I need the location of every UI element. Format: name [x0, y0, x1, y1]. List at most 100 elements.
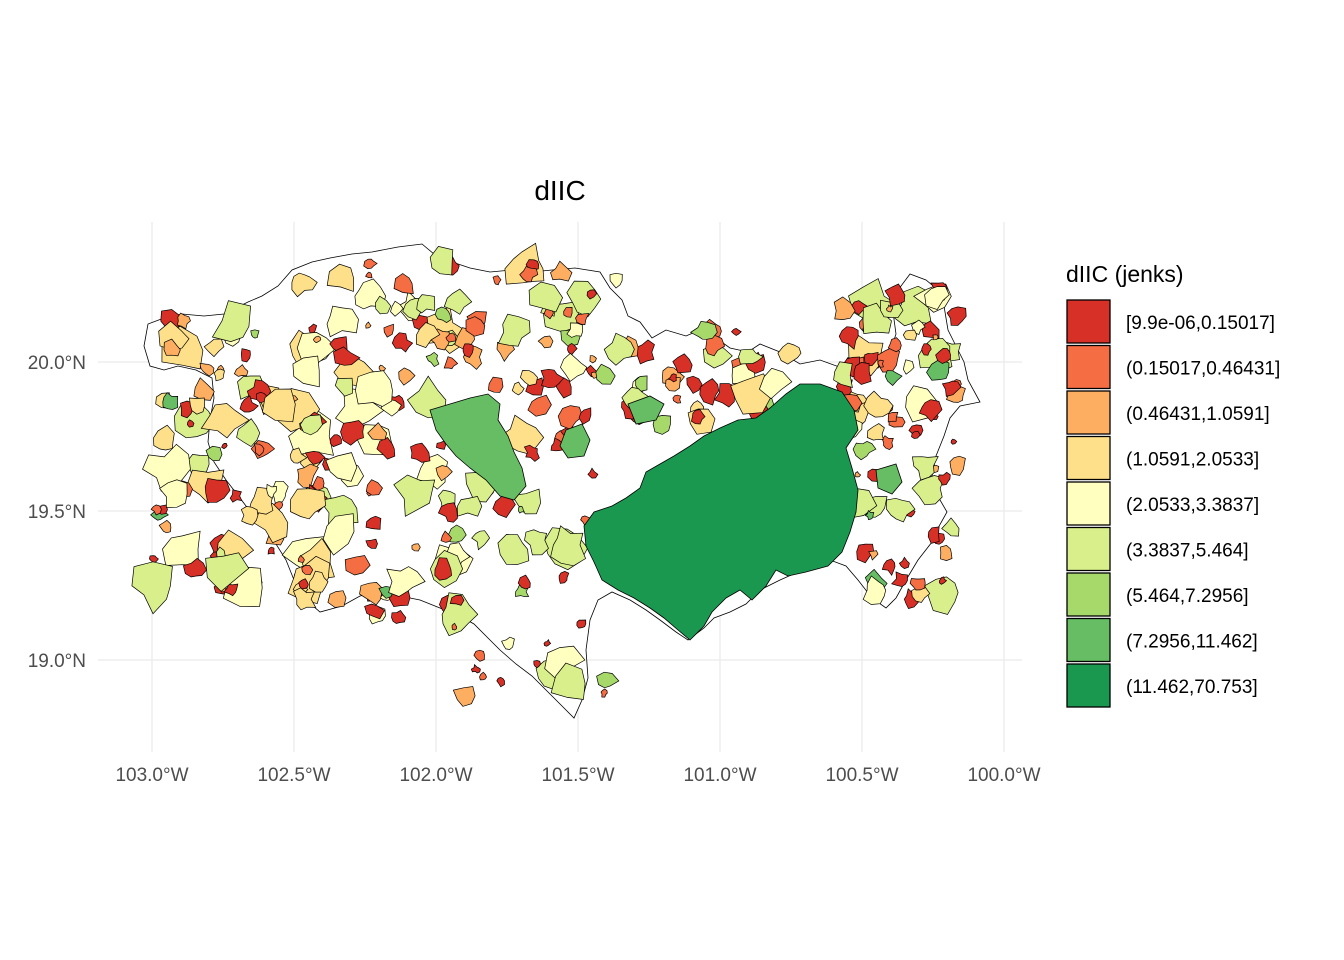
habitat-patch — [163, 338, 181, 357]
x-tick-label: 100.0°W — [967, 765, 1040, 786]
habitat-patch — [918, 399, 943, 423]
habitat-patch — [236, 418, 261, 448]
habitat-patch — [567, 342, 578, 355]
habitat-patch — [938, 471, 951, 486]
habitat-patch — [496, 677, 505, 688]
habitat-patch — [856, 543, 875, 564]
patch-class-8-d — [875, 463, 903, 495]
habitat-patch — [473, 649, 485, 662]
habitat-patch — [298, 578, 309, 590]
x-axis-labels: 103.0°W 102.5°W 102.0°W 101.5°W 101.0°W 100.5… — [115, 765, 1040, 786]
habitat-patch — [838, 326, 859, 350]
habitat-patch — [203, 338, 225, 358]
habitat-patch — [596, 671, 620, 689]
habitat-patch — [239, 395, 259, 413]
habitat-patch — [517, 574, 531, 590]
habitat-patch — [159, 479, 188, 508]
habitat-patch — [557, 405, 584, 430]
habitat-patch — [868, 550, 879, 561]
habitat-patch — [652, 415, 671, 435]
habitat-patch — [297, 554, 305, 563]
habitat-patch — [221, 443, 228, 450]
habitat-patch — [705, 334, 726, 357]
habitat-patch — [309, 570, 329, 593]
habitat-patch — [533, 660, 541, 669]
habitat-patch — [882, 435, 894, 451]
habitat-patch — [777, 342, 802, 365]
habitat-patch — [390, 300, 404, 317]
habitat-patch — [511, 488, 541, 515]
habitat-patch — [884, 370, 903, 386]
habitat-patch — [511, 381, 525, 396]
habitat-patch — [327, 590, 347, 608]
habitat-patch — [550, 525, 587, 567]
x-tick-label: 103.0°W — [115, 765, 188, 786]
habitat-patch — [587, 467, 599, 479]
habitat-patch — [415, 322, 441, 349]
habitat-patch — [340, 420, 365, 446]
habitat-patch — [560, 352, 588, 382]
habitat-patch — [376, 437, 396, 460]
habitat-patch — [292, 355, 320, 388]
habitat-patch — [462, 343, 474, 358]
habitat-patch — [903, 359, 915, 375]
habitat-patch — [267, 546, 275, 555]
habitat-patch — [465, 316, 486, 337]
habitat-patch — [902, 329, 918, 341]
habitat-patch — [266, 483, 277, 499]
legend-swatch — [1066, 572, 1111, 617]
habitat-patch — [949, 455, 966, 476]
habitat-patch — [540, 368, 565, 389]
habitat-patch — [365, 271, 373, 279]
habitat-patch — [550, 662, 586, 700]
habitat-patch — [863, 390, 894, 418]
habitat-patch — [600, 688, 608, 698]
habitat-patch — [887, 337, 902, 353]
legend-swatch — [1066, 481, 1111, 526]
habitat-patch — [911, 430, 921, 439]
habitat-patch — [297, 463, 319, 488]
habitat-patch — [131, 561, 173, 615]
legend-label: (5.464,7.2956] — [1126, 586, 1249, 607]
y-tick-label: 20.0°N — [28, 353, 86, 374]
map-title: dIIC — [534, 175, 585, 206]
habitat-patch — [364, 603, 385, 620]
habitat-patch — [398, 367, 416, 386]
habitat-patch — [525, 377, 544, 396]
habitat-patch — [578, 407, 592, 425]
habitat-patch — [383, 323, 394, 338]
habitat-patch — [935, 348, 951, 364]
habitat-patch — [162, 392, 179, 410]
habitat-patch — [329, 434, 342, 448]
habitat-patch — [884, 283, 906, 307]
habitat-patch — [898, 556, 910, 569]
habitat-patch — [440, 530, 453, 543]
habitat-patch — [434, 306, 452, 324]
legend-swatch — [1066, 526, 1111, 572]
habitat-patch — [393, 273, 414, 295]
habitat-patch — [223, 583, 239, 597]
habitat-patch — [731, 328, 742, 336]
habitat-patch — [891, 571, 908, 587]
habitat-patch — [205, 552, 250, 592]
habitat-patch — [411, 543, 421, 552]
x-tick-label: 101.5°W — [541, 765, 614, 786]
habitat-patch — [528, 281, 564, 313]
habitat-patch — [921, 343, 932, 356]
habitat-patch — [186, 419, 195, 428]
habitat-patch — [240, 506, 259, 526]
habitat-patch — [250, 329, 260, 339]
habitat-patch — [854, 471, 862, 478]
habitat-patch — [149, 555, 159, 563]
habitat-patch — [471, 530, 491, 551]
habitat-patch — [946, 306, 967, 326]
habitat-patch — [833, 361, 853, 388]
habitat-patch — [296, 332, 338, 365]
habitat-patch — [391, 332, 414, 353]
habitat-patch — [524, 529, 549, 556]
habitat-patch — [550, 437, 564, 452]
habitat-patch — [188, 397, 206, 415]
habitat-patch — [204, 477, 231, 503]
habitat-patch — [452, 686, 476, 707]
habitat-patch — [689, 321, 718, 340]
